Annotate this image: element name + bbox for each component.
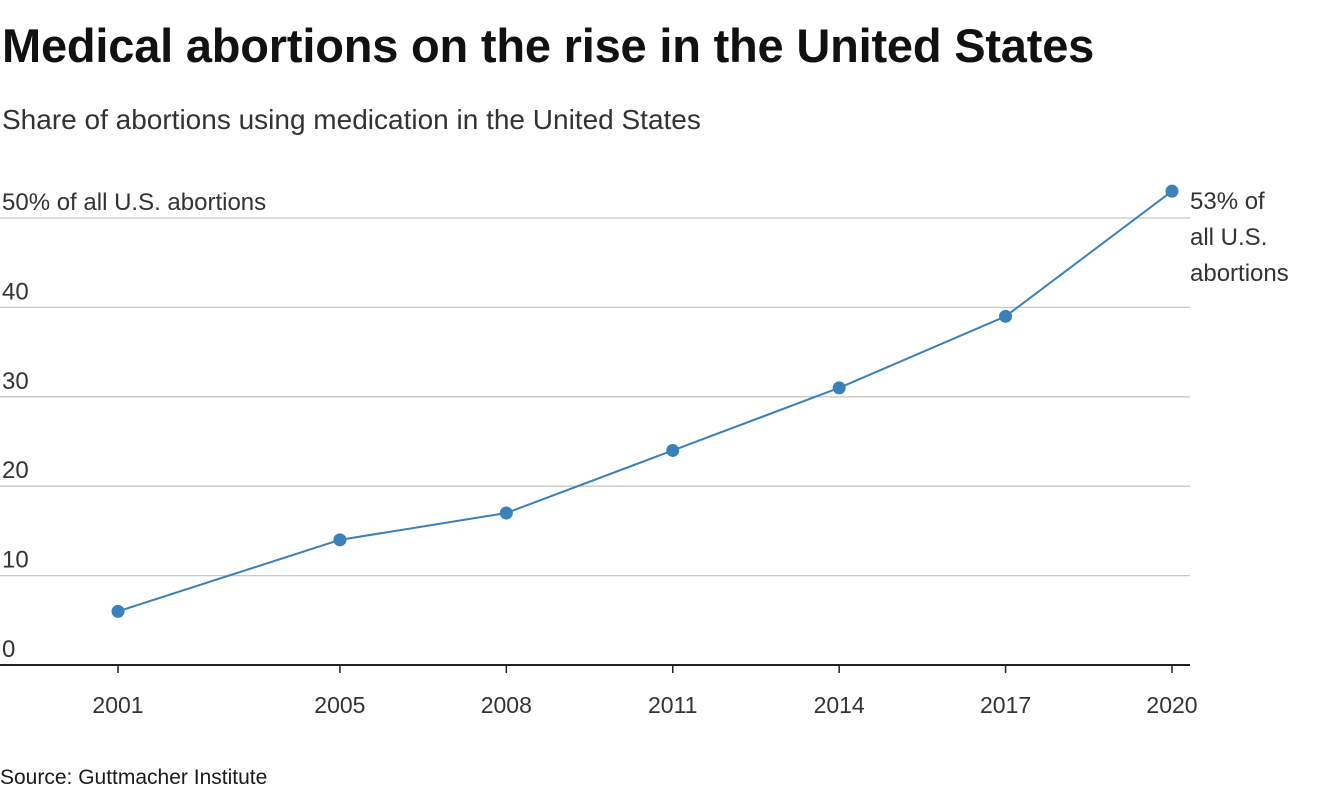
x-tick-label: 2014 [814, 692, 865, 718]
y-tick-label: 40 [2, 278, 29, 305]
data-point [999, 309, 1013, 323]
data-point [666, 443, 680, 457]
line-chart: 0 10 20 30 40 50% of all U.S. abortions 2001 20… [0, 184, 1289, 718]
end-value-label: all U.S. [1190, 224, 1267, 251]
x-tick-label: 2008 [481, 692, 532, 718]
y-tick-label: 20 [2, 457, 29, 484]
x-tick-label: 2001 [92, 692, 143, 718]
x-tick-label: 2005 [314, 692, 365, 718]
chart-subtitle: Share of abortions using medication in t… [2, 104, 701, 135]
source-note: Source: Guttmacher Institute [0, 766, 268, 789]
y-tick-label: 50% of all U.S. abortions [2, 189, 266, 216]
series-line [117, 190, 1173, 613]
y-tick-label: 0 [2, 636, 15, 663]
data-point [832, 381, 846, 395]
data-point [1165, 184, 1179, 198]
end-value-label: 53% of [1190, 188, 1265, 215]
chart-title: Medical abortions on the rise in the Uni… [2, 19, 1095, 72]
y-tick-label: 30 [2, 368, 29, 395]
x-tick-label: 2017 [980, 692, 1031, 718]
y-tick-label: 10 [2, 547, 29, 574]
x-tick-label: 2020 [1146, 692, 1197, 718]
data-point [333, 533, 347, 547]
x-tick-label: 2011 [648, 692, 697, 718]
end-value-label: abortions [1190, 260, 1289, 287]
data-point [111, 604, 125, 618]
data-point [499, 506, 513, 520]
